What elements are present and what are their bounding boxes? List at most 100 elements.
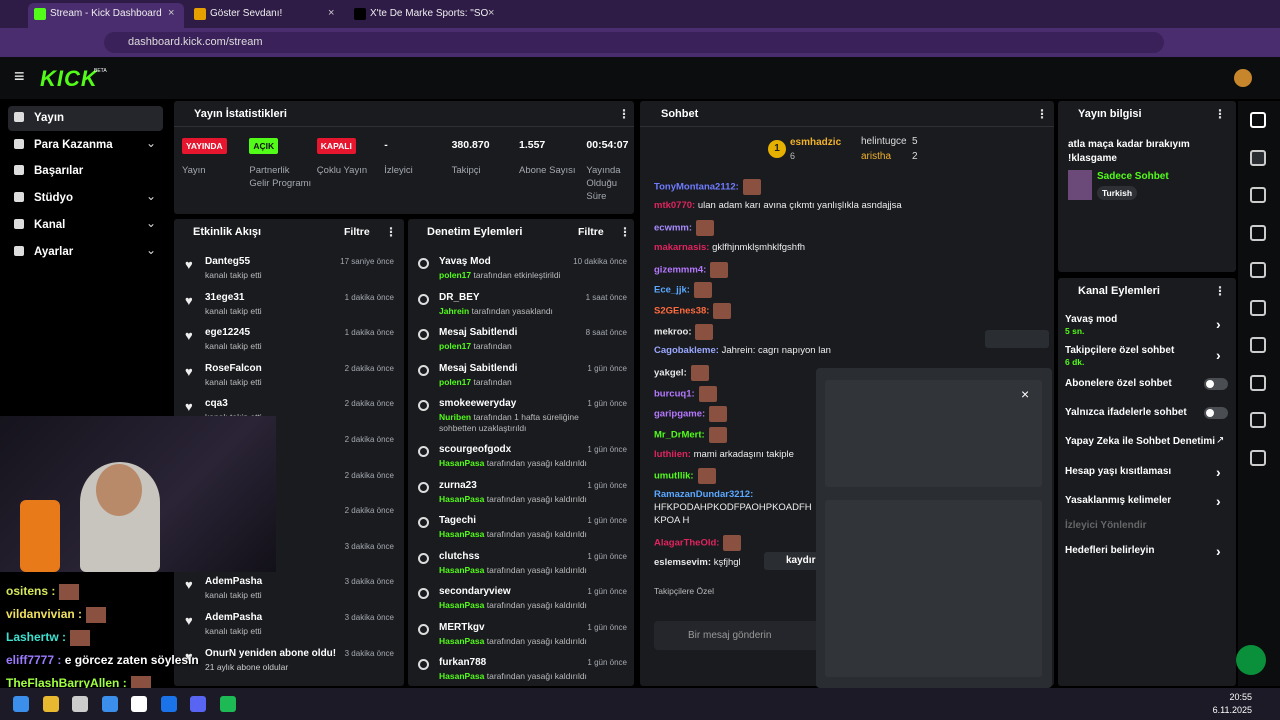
rail-icon[interactable] [1250, 374, 1266, 391]
chat-user[interactable]: gizemmm4: [654, 264, 707, 276]
action-label[interactable]: Takipçilere özel sohbet [1065, 345, 1175, 356]
rail-icon[interactable] [1250, 187, 1266, 203]
taskbar-icon[interactable] [160, 696, 177, 712]
rail-icon[interactable] [1250, 149, 1266, 166]
chevron[interactable]: › [1216, 493, 1221, 509]
mod-icon [418, 659, 429, 670]
action-label[interactable]: Hedefleri belirleyin [1065, 545, 1155, 556]
sidebar-active [8, 106, 163, 131]
sidebar-item[interactable]: Yayın [34, 112, 65, 124]
chat-user[interactable]: makarnasis: [654, 242, 710, 253]
emote [742, 179, 761, 195]
action-label[interactable]: Yavaş mod [1065, 314, 1118, 325]
more-button[interactable]: ⋮ [385, 225, 397, 239]
pause-text[interactable]: kaydır [786, 555, 816, 566]
chat-user[interactable]: mekroo: [654, 326, 692, 338]
sidebar-chevron[interactable]: ⌄ [146, 135, 157, 150]
chat-placeholder[interactable]: Bir mesaj gönderin [688, 630, 772, 641]
logo[interactable]: KICK [40, 66, 98, 91]
top-count: 6 [790, 151, 796, 161]
more-button[interactable]: ⋮ [1036, 107, 1048, 121]
chat-user[interactable]: yakgel: [654, 367, 687, 379]
filter-button[interactable]: Filtre [578, 226, 604, 238]
pause-button[interactable] [764, 552, 824, 570]
chat-user[interactable]: AlagarTheOld: [654, 537, 720, 549]
sidebar-item[interactable]: Kanal [34, 218, 66, 231]
taskbar-icon[interactable] [190, 696, 206, 712]
support-button[interactable] [1236, 645, 1266, 675]
tab-title[interactable]: Göster Sevdanı! [210, 8, 283, 19]
tab-close[interactable]: × [488, 7, 495, 19]
tab-title[interactable]: Stream - Kick Dashboard [50, 8, 162, 19]
chat-user[interactable]: Ece_jjk: [654, 284, 690, 296]
mod-detail: HasanPasa tarafından yasağı kaldırıldı [439, 565, 589, 576]
popup-close[interactable]: × [1021, 386, 1030, 402]
more-button[interactable]: ⋮ [1214, 107, 1226, 121]
chat-user[interactable]: burcuq1: [654, 388, 695, 400]
menu-icon[interactable]: ≡ [14, 66, 25, 86]
chat-user[interactable]: Mr_DrMert: [654, 429, 705, 441]
taskbar-icon[interactable] [219, 696, 236, 712]
tab-title[interactable]: X'te De Marke Sports: "SON DA [370, 8, 488, 19]
external-link[interactable]: ↗ [1216, 435, 1225, 446]
tab-close[interactable]: × [328, 7, 335, 19]
chat-user[interactable]: Cagobakleme: [654, 345, 719, 356]
chevron[interactable]: › [1216, 464, 1221, 480]
taskbar-icon[interactable] [131, 696, 147, 712]
chat-user[interactable]: eslemsevim: [654, 557, 712, 568]
taskbar-icon[interactable] [72, 696, 88, 712]
activity-desc: kanalı takip etti [205, 305, 262, 316]
action-label[interactable]: Yalnızca ifadelerle sohbet [1065, 407, 1187, 418]
sidebar-item[interactable]: Stüdyo [34, 192, 73, 205]
taskbar-icon[interactable] [42, 696, 59, 712]
rail-icon[interactable] [1250, 299, 1266, 316]
avatar[interactable] [1234, 69, 1252, 87]
mod-title: Tagechi [439, 515, 477, 526]
more-button[interactable]: ⋮ [1214, 284, 1226, 298]
sidebar-item[interactable]: Başarılar [34, 165, 84, 178]
emote [690, 365, 709, 381]
action-label[interactable]: Yapay Zeka ile Sohbet Denetimi [1065, 436, 1216, 447]
tag-chip[interactable]: Turkish [1097, 186, 1138, 200]
rail-icon[interactable] [1250, 112, 1266, 128]
action-label[interactable]: Hesap yaşı kısıtlaması [1065, 466, 1172, 477]
chat-hover-actions[interactable] [985, 330, 1049, 348]
chat-user[interactable]: RamazanDundar3212: [654, 489, 754, 500]
sidebar-item[interactable]: Ayarlar [34, 245, 74, 258]
sidebar-chevron[interactable]: ⌄ [146, 189, 157, 204]
action-label[interactable]: Yasaklanmış kelimeler [1065, 495, 1172, 506]
url-text[interactable]: dashboard.kick.com/stream [128, 36, 263, 48]
chat-user[interactable]: mtk0770: [654, 200, 696, 211]
mod-time: 1 gün önce [587, 551, 627, 561]
rail-icon[interactable] [1250, 337, 1266, 353]
chat-user[interactable]: S2GEnes38: [654, 305, 710, 317]
chat-user[interactable]: luthiien: [654, 449, 691, 460]
action-label[interactable]: Abonelere özel sohbet [1065, 378, 1172, 389]
rail-icon[interactable] [1250, 224, 1266, 241]
chat-user[interactable]: garipgame: [654, 408, 706, 420]
filter-button[interactable]: Filtre [344, 226, 370, 238]
sidebar-item[interactable]: Para Kazanma [34, 138, 113, 151]
chevron[interactable]: › [1216, 543, 1221, 559]
rail-icon[interactable] [1250, 262, 1266, 278]
taskbar-icon[interactable] [13, 696, 29, 712]
rail-icon[interactable] [1250, 412, 1266, 428]
category-name[interactable]: Sadece Sohbet [1097, 171, 1169, 182]
chevron[interactable]: › [1216, 316, 1221, 332]
rail-icon[interactable] [1250, 449, 1266, 466]
more-button[interactable]: ⋮ [619, 225, 631, 239]
chat-user[interactable]: ecwmm: [654, 222, 693, 234]
top-count: 2 [912, 151, 918, 162]
chevron[interactable]: › [1216, 347, 1221, 363]
chat-user[interactable]: TonyMontana2112: [654, 181, 739, 193]
url-field[interactable] [104, 32, 1164, 53]
taskbar-icon[interactable] [101, 696, 118, 712]
sidebar-chevron[interactable]: ⌄ [146, 215, 157, 230]
browser-tab[interactable] [28, 3, 184, 28]
sidebar-chevron[interactable]: ⌄ [146, 242, 157, 257]
tab-close[interactable]: × [168, 7, 175, 19]
chat-user[interactable]: umutllik: [654, 470, 694, 482]
more-button[interactable]: ⋮ [618, 107, 630, 121]
emote [710, 262, 729, 278]
overlay-user: Lashertw : [6, 630, 67, 645]
